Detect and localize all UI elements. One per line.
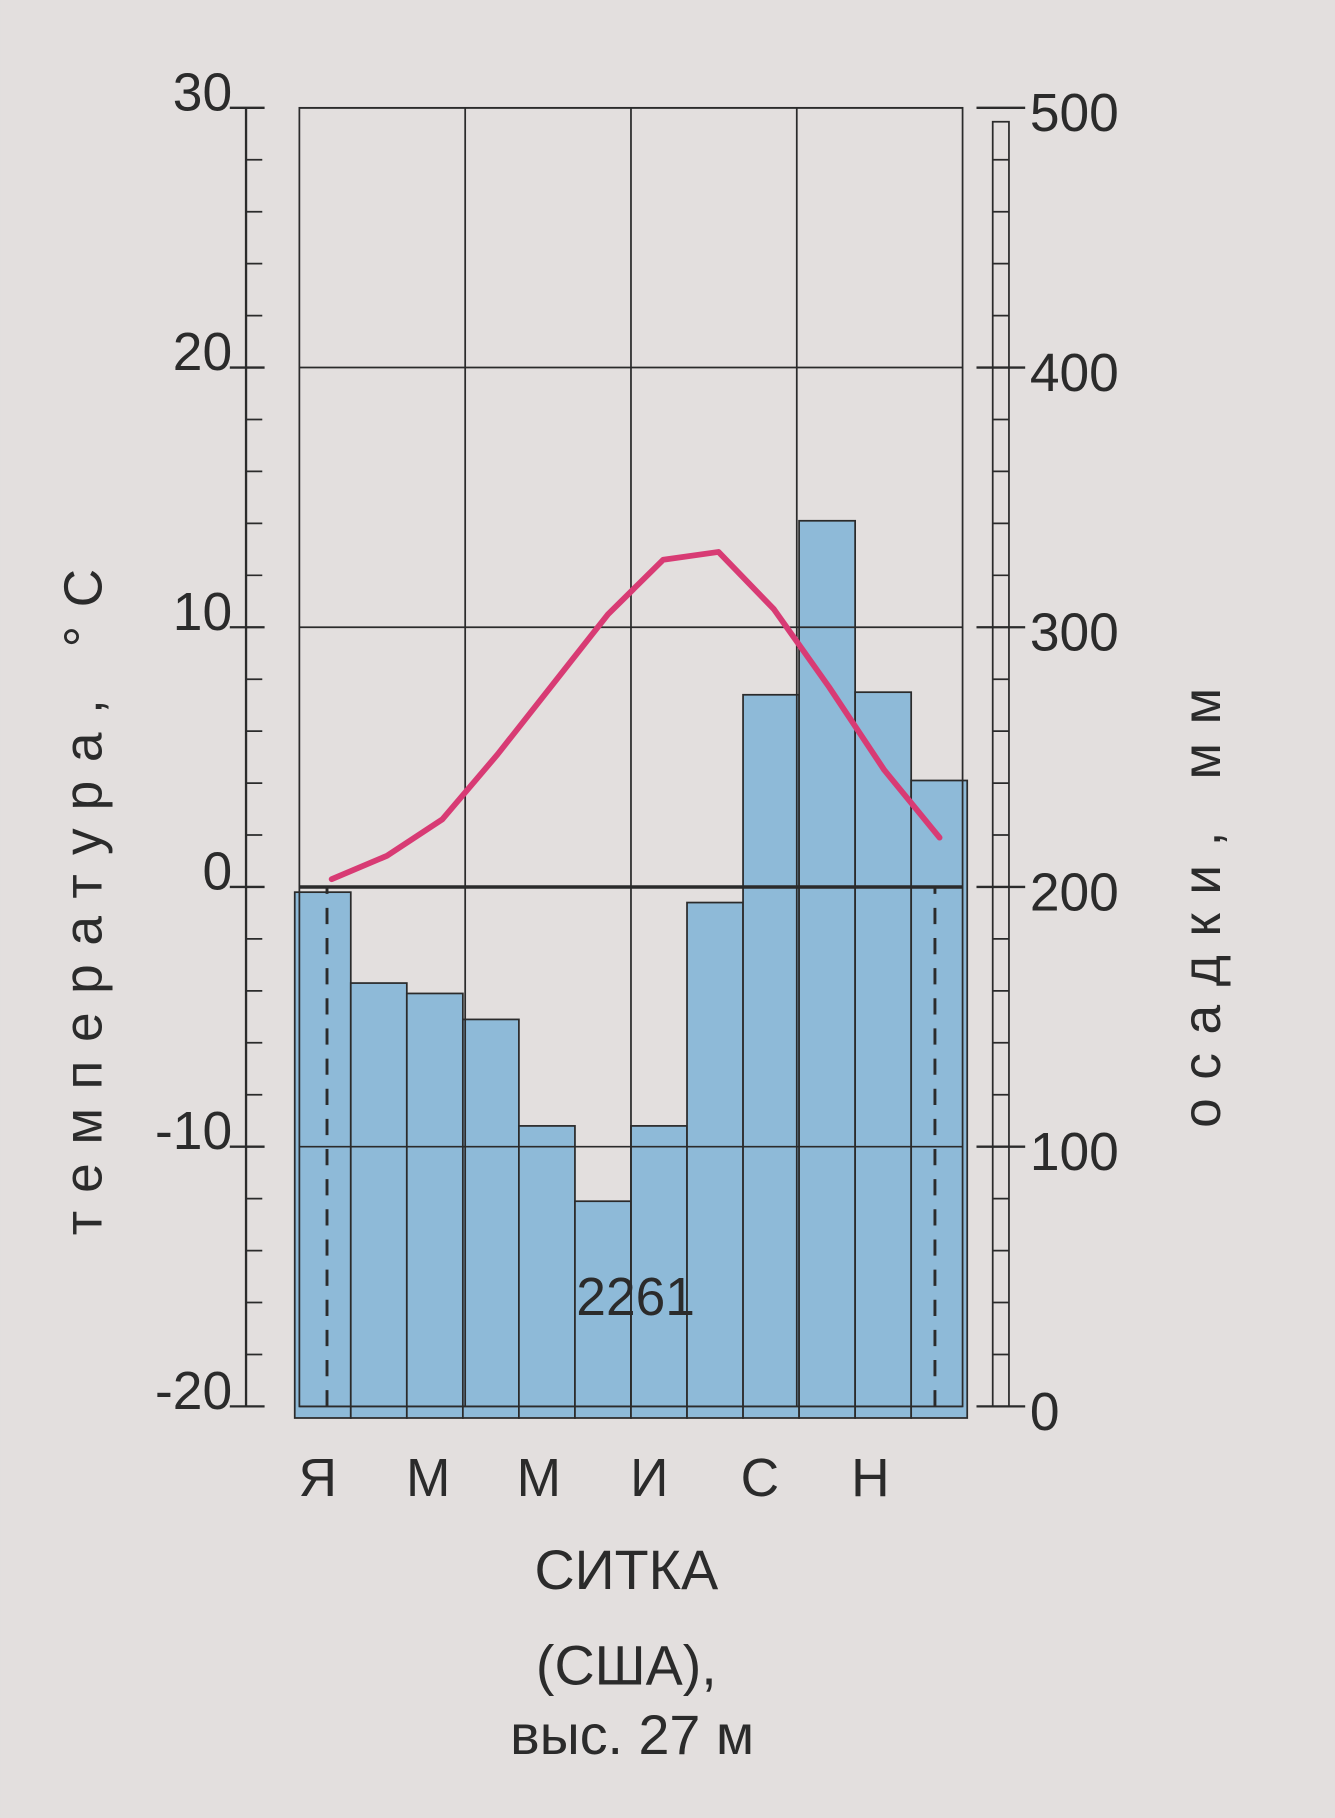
y2-tick-label: 0: [1030, 1383, 1060, 1442]
y-tick-label: 20: [173, 323, 232, 382]
bar: [461, 1018, 520, 1419]
x-tick-label: Н: [851, 1449, 890, 1508]
bar: [742, 693, 800, 1419]
y2-tick-label: 100: [1030, 1123, 1119, 1182]
bar: [405, 992, 464, 1419]
x-tick-label: М: [517, 1449, 561, 1508]
y2-tick-label: 400: [1030, 344, 1119, 403]
bar: [686, 901, 744, 1419]
bar: [910, 779, 969, 1419]
chart-title: выс. 27 м: [510, 1704, 754, 1766]
temperature-line: [328, 549, 943, 883]
y-axis-label: температура, °С: [54, 550, 113, 1235]
y-tick-label: 10: [173, 583, 232, 642]
y2-tick-label: 500: [1030, 84, 1119, 143]
bar: [518, 1125, 576, 1419]
y2-tick-label: 300: [1030, 604, 1119, 663]
y-tick-label: 0: [202, 842, 232, 901]
y-tick-label: 30: [173, 63, 232, 122]
y-tick-label: -10: [155, 1102, 232, 1161]
x-tick-label: С: [741, 1449, 780, 1508]
chart-title: СИТКА: [534, 1539, 718, 1601]
bar: [349, 982, 408, 1419]
bar: [574, 1200, 632, 1419]
bar: [293, 891, 352, 1419]
y2-axis-label: осадки, мм: [1173, 669, 1232, 1128]
chart-title: (США),: [536, 1634, 717, 1696]
x-tick-label: М: [406, 1449, 450, 1508]
y-tick-label: -20: [155, 1362, 232, 1421]
bar: [854, 691, 913, 1419]
bar: [630, 1125, 688, 1419]
x-tick-label: И: [630, 1449, 668, 1508]
annotation: 2261: [576, 1268, 695, 1327]
bar: [798, 519, 857, 1419]
x-tick-label: Я: [298, 1449, 337, 1508]
y2-tick-label: 200: [1030, 863, 1119, 922]
